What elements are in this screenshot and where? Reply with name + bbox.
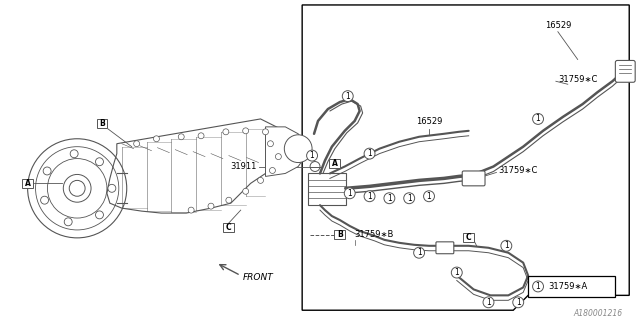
Circle shape	[424, 191, 435, 202]
Bar	[223, 223, 234, 232]
Circle shape	[342, 91, 353, 101]
Circle shape	[413, 247, 424, 258]
Circle shape	[513, 297, 524, 308]
Circle shape	[307, 150, 317, 161]
Text: 31759∗B: 31759∗B	[355, 230, 394, 239]
FancyBboxPatch shape	[462, 171, 485, 186]
Circle shape	[284, 135, 312, 163]
Circle shape	[268, 141, 273, 147]
Text: 16529: 16529	[545, 21, 571, 30]
Circle shape	[532, 281, 543, 292]
Circle shape	[223, 129, 229, 135]
Text: 1: 1	[367, 192, 372, 201]
Circle shape	[364, 148, 375, 159]
Circle shape	[226, 197, 232, 203]
Circle shape	[95, 211, 104, 219]
Circle shape	[179, 134, 184, 140]
Circle shape	[108, 184, 116, 192]
Circle shape	[198, 133, 204, 139]
Bar	[330, 159, 340, 168]
Polygon shape	[302, 5, 629, 310]
Text: 31759∗C: 31759∗C	[558, 75, 597, 84]
Text: 31759∗C: 31759∗C	[499, 166, 538, 175]
Text: 1: 1	[407, 194, 412, 203]
Text: B: B	[337, 230, 342, 239]
Circle shape	[269, 167, 275, 173]
Bar	[528, 276, 615, 297]
Circle shape	[70, 150, 78, 158]
Text: 31911: 31911	[230, 162, 257, 171]
Circle shape	[262, 129, 268, 135]
Circle shape	[404, 193, 415, 204]
Text: 1: 1	[387, 194, 392, 203]
Text: 1: 1	[348, 189, 352, 198]
Circle shape	[483, 297, 494, 308]
Text: 1: 1	[504, 241, 509, 250]
Text: A: A	[25, 179, 31, 188]
Bar	[97, 119, 108, 128]
Text: 1: 1	[346, 92, 350, 100]
Circle shape	[243, 188, 248, 194]
Text: A: A	[332, 159, 338, 168]
Text: 31759∗A: 31759∗A	[548, 282, 588, 291]
Text: 1: 1	[536, 282, 540, 291]
Circle shape	[154, 136, 159, 142]
Bar	[463, 233, 474, 242]
Bar	[308, 173, 346, 205]
Text: 1: 1	[367, 149, 372, 158]
Circle shape	[364, 191, 375, 202]
Circle shape	[243, 128, 248, 134]
Text: C: C	[226, 223, 232, 232]
Text: 1: 1	[516, 298, 520, 307]
Circle shape	[275, 154, 282, 160]
Circle shape	[310, 162, 320, 172]
Text: 1: 1	[454, 268, 459, 277]
Circle shape	[134, 141, 140, 147]
Polygon shape	[266, 127, 305, 176]
Text: C: C	[466, 233, 472, 242]
Circle shape	[208, 203, 214, 209]
Text: 1: 1	[486, 298, 491, 307]
Polygon shape	[107, 119, 291, 213]
Circle shape	[43, 167, 51, 175]
Circle shape	[40, 196, 49, 204]
Circle shape	[257, 177, 264, 183]
Circle shape	[501, 240, 512, 251]
Circle shape	[451, 267, 462, 278]
Text: B: B	[99, 119, 105, 128]
Text: 1: 1	[427, 192, 431, 201]
FancyBboxPatch shape	[436, 242, 454, 254]
Bar	[334, 230, 345, 239]
Text: A180001216: A180001216	[573, 309, 622, 318]
Circle shape	[384, 193, 395, 204]
Text: FRONT: FRONT	[243, 273, 273, 282]
Text: 1: 1	[310, 151, 314, 160]
Circle shape	[64, 218, 72, 226]
Bar	[22, 179, 33, 188]
FancyBboxPatch shape	[615, 60, 635, 82]
Text: 16529: 16529	[416, 117, 442, 126]
Circle shape	[532, 114, 543, 124]
Text: 1: 1	[536, 115, 540, 124]
Text: 1: 1	[417, 248, 422, 257]
Circle shape	[95, 158, 104, 166]
Circle shape	[188, 207, 194, 213]
Circle shape	[344, 188, 355, 199]
